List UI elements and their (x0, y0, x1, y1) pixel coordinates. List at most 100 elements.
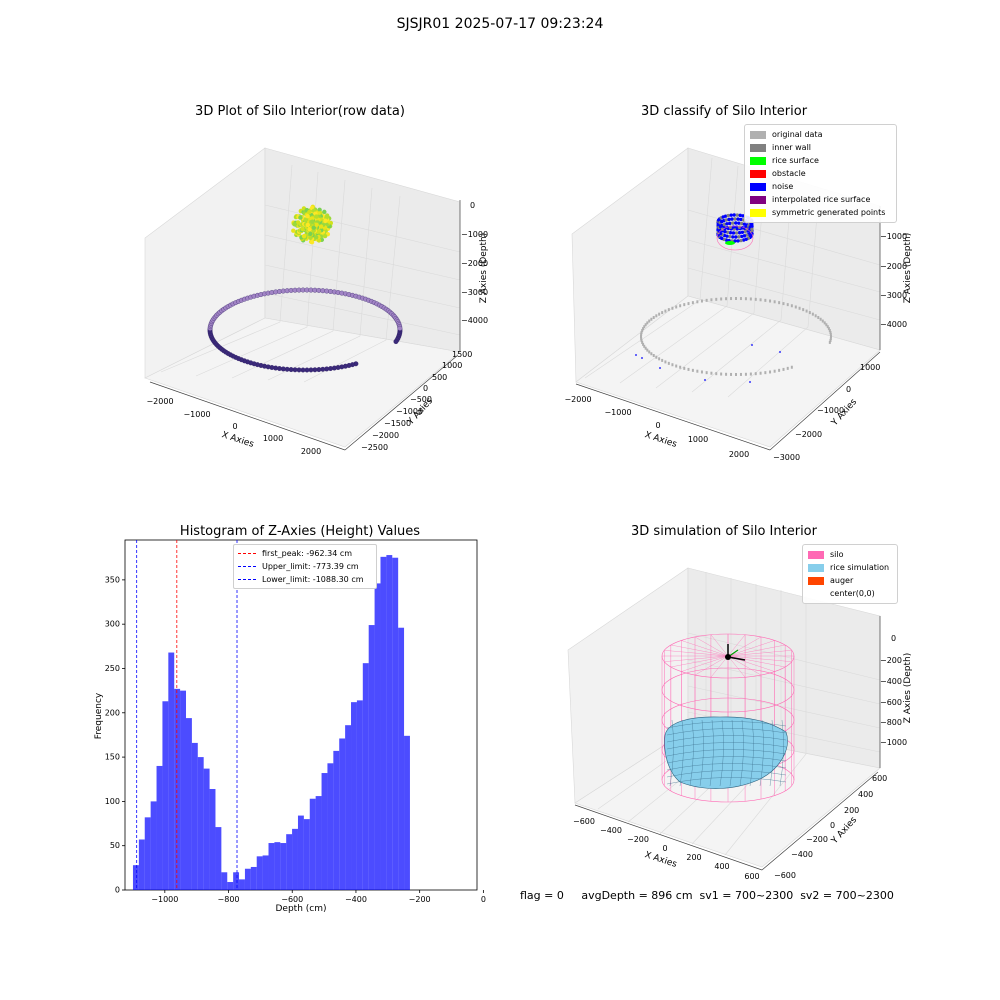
p2-ring-point (786, 366, 789, 370)
p2-noise-point (779, 351, 781, 353)
p2-cluster-point (730, 217, 734, 221)
hist-bar (398, 627, 405, 890)
p2-cluster-point (729, 213, 733, 217)
panel1-title: 3D Plot of Silo Interior(row data) (195, 104, 405, 119)
hist-bar (132, 865, 139, 890)
p2-ring-point (823, 321, 826, 325)
p2-cluster-point (737, 221, 741, 225)
legend-item-symmetric: symmetric generated points (750, 206, 891, 219)
hist-y-ticks: 0 50 100 150 200 250 300 350 (105, 575, 125, 895)
p2-cluster-point (739, 217, 743, 222)
p2-cluster-point (734, 235, 738, 239)
p2-ring-point (648, 319, 651, 323)
p2-ring-point (814, 314, 817, 318)
p4-xtick: −600 (573, 817, 595, 826)
p4-ztick: −1000 (880, 738, 907, 747)
p1-ztick: −4000 (461, 316, 488, 325)
p2-ring-point (640, 331, 643, 335)
p1-ytick: −2000 (372, 431, 399, 440)
p2-ring-point (650, 352, 653, 356)
p4-ztick: 0 (891, 634, 896, 643)
p2-xtick: 2000 (729, 450, 749, 459)
p2-ring-point (817, 316, 820, 319)
p2-cluster-point (723, 214, 728, 218)
p2-ring-point (641, 329, 644, 333)
panel2-y-ticks: 1000 0 −1000 −2000 −3000 (773, 363, 880, 462)
hleg-line (238, 566, 256, 567)
hleg-line (238, 553, 256, 554)
panel2-legend: original data inner wall rice surface ob… (744, 124, 897, 223)
p2-ring-point (646, 348, 649, 352)
hist-bar (162, 701, 169, 890)
p1-ytick: 500 (432, 373, 447, 382)
legend-label: obstacle (772, 169, 806, 178)
p2-cluster-point (737, 231, 742, 235)
panel2-x-ticks: −2000 −1000 0 1000 2000 (564, 395, 749, 459)
p1-dome-point (309, 240, 315, 245)
panel4-rice-surface (664, 716, 788, 789)
p4-ytick: 400 (858, 790, 873, 799)
legend-item-obstacle: obstacle (750, 167, 891, 180)
p2-ring-point (805, 309, 808, 313)
legend-swatch (750, 143, 766, 152)
p2-ring-point (705, 298, 708, 302)
rice-surface-body (664, 716, 788, 789)
p2-ring-point (642, 327, 645, 331)
p1-ytick: −2500 (361, 443, 388, 452)
p2-ztick: −1000 (880, 232, 907, 241)
legend-item-center: center(0,0) (808, 587, 892, 600)
p2-cluster-point (739, 238, 743, 243)
hist-bar (156, 765, 163, 890)
p2-ring-point (778, 301, 781, 305)
p2-rice-surface (725, 241, 735, 245)
hist-ytick-label: 100 (105, 797, 120, 806)
p1-ytick: −1000 (396, 407, 423, 416)
p2-ring-point (671, 363, 674, 367)
hleg-label: Lower_limit: -1088.30 cm (262, 575, 364, 584)
p2-ring-point (655, 314, 658, 318)
rice-mesh-line (779, 719, 784, 787)
p2-ztick: −2000 (880, 262, 907, 271)
p4-xtick: 600 (744, 872, 759, 881)
p2-cluster-point (728, 234, 732, 239)
legend-label: rice surface (772, 156, 819, 165)
p2-ring-point (646, 321, 649, 325)
p2-cluster-point (725, 234, 729, 238)
p2-noise-point (635, 354, 637, 356)
p2-ring-point (782, 367, 785, 371)
p2-ring-point (683, 303, 686, 307)
p1-dome-point (295, 220, 301, 225)
p2-cluster-point (725, 222, 729, 226)
rice-mesh-line (739, 719, 744, 787)
p2-ring-point (773, 369, 776, 373)
legend-swatch (750, 156, 766, 165)
legend-label: noise (772, 182, 794, 191)
legend-swatch (808, 576, 824, 585)
hleg-label: Upper_limit: -773.39 cm (262, 562, 359, 571)
p2-ring-point (744, 372, 747, 376)
p2-ring-point (679, 304, 682, 308)
hist-bar (138, 839, 145, 890)
p2-cluster-point (733, 239, 737, 243)
hleg-item-first-peak: first_peak: -962.34 cm (238, 547, 372, 560)
silo-roof-spoke (727, 644, 786, 657)
legend-swatch (750, 130, 766, 139)
p2-ring-point (652, 316, 655, 319)
legend-swatch (808, 589, 824, 598)
p2-noise-point (704, 379, 706, 381)
panel2-title: 3D classify of Silo Interior (640, 104, 808, 119)
p2-ring-point (679, 365, 682, 369)
p2-ring-point (769, 370, 772, 374)
panel1-y-ticks: 1500 1000 500 0 −500 −1000 −1500 −2000 −… (361, 350, 472, 452)
p2-cluster-point (722, 222, 727, 227)
p1-dome-point (314, 222, 319, 228)
silo-roof-spoke (681, 640, 729, 657)
p2-ring-point (725, 297, 728, 301)
p2-ytick: 1000 (860, 363, 880, 372)
p4-xtick: −200 (627, 835, 649, 844)
panel2-z-ticks: −1000 −2000 −3000 −4000 (880, 232, 907, 329)
p4-ytick: −200 (806, 835, 828, 844)
hist-ytick-label: 250 (105, 664, 120, 673)
hist-bar (309, 798, 316, 890)
panel4-x-ticks: −600 −400 −200 0 200 400 600 (573, 817, 760, 881)
